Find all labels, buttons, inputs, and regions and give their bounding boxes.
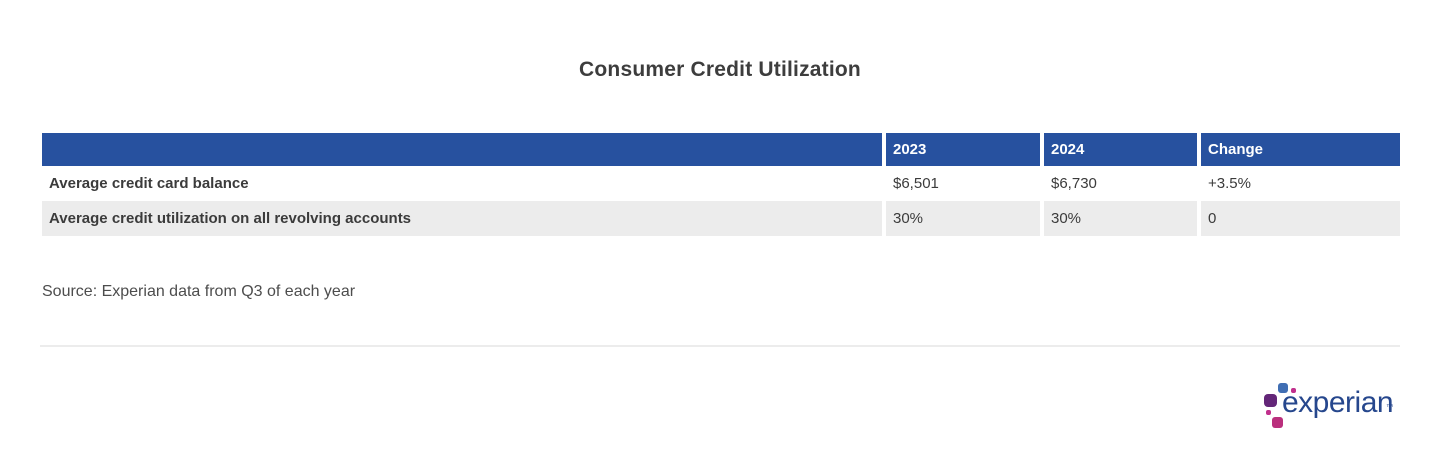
cell-2024-value: 30%: [1040, 201, 1199, 236]
table-row: Average credit utilization on all revolv…: [42, 201, 1400, 236]
header-cell-2023: 2023: [882, 133, 1042, 166]
logo-square-purple-icon: [1264, 394, 1277, 407]
cell-2023-value: 30%: [882, 201, 1042, 236]
experian-logo: experian ™: [1262, 376, 1398, 434]
cell-change-value: +3.5%: [1197, 166, 1400, 201]
logo-square-magenta-icon: [1272, 417, 1283, 428]
cell-change-value: 0: [1197, 201, 1400, 236]
divider-line: [40, 345, 1400, 347]
logo-dot-magenta-mid-icon: [1266, 410, 1271, 415]
logo-dot-magenta-top-icon: [1291, 388, 1296, 393]
experian-wordmark: experian: [1282, 386, 1394, 419]
cell-2023-value: $6,501: [882, 166, 1042, 201]
row-label: Average credit utilization on all revolv…: [42, 201, 884, 236]
trademark-symbol: ™: [1386, 404, 1393, 411]
source-note: Source: Experian data from Q3 of each ye…: [42, 283, 356, 300]
logo-square-blue-icon: [1278, 383, 1288, 393]
header-cell-blank: [42, 133, 884, 166]
table-row: Average credit card balance $6,501 $6,73…: [42, 166, 1400, 201]
row-label: Average credit card balance: [42, 166, 884, 201]
credit-utilization-table: 2023 2024 Change Average credit card bal…: [42, 133, 1400, 236]
cell-2024-value: $6,730: [1040, 166, 1199, 201]
header-cell-change: Change: [1197, 133, 1400, 166]
page-title: Consumer Credit Utilization: [579, 58, 861, 81]
table-header-row: 2023 2024 Change: [42, 133, 1400, 166]
header-cell-2024: 2024: [1040, 133, 1199, 166]
